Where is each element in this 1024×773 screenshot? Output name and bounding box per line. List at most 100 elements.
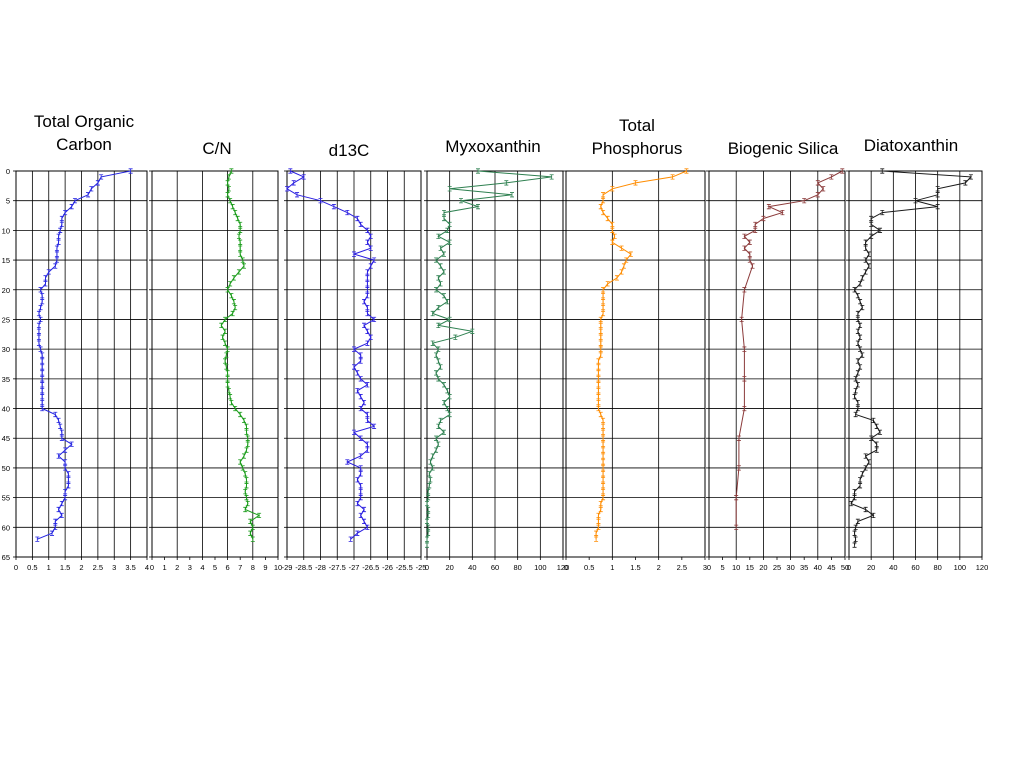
- data-point-marker: [436, 358, 441, 364]
- data-point-marker: [301, 174, 306, 180]
- x-tick-label: 3.5: [125, 563, 135, 572]
- data-point-marker: [40, 370, 45, 376]
- data-point-marker: [619, 245, 624, 251]
- data-point-marker: [362, 400, 367, 406]
- data-point-marker: [849, 500, 854, 507]
- data-point-marker: [445, 405, 450, 412]
- data-point-marker: [238, 459, 243, 465]
- data-point-marker: [226, 186, 231, 192]
- x-tick-label: -27.5: [329, 563, 346, 572]
- panel-title: Total Phosphorus: [592, 114, 683, 160]
- data-point-marker: [365, 310, 370, 317]
- data-point-marker: [66, 483, 71, 489]
- x-tick-label: 0.5: [27, 563, 37, 572]
- data-point-marker: [442, 251, 446, 257]
- x-tick-label: 1.5: [60, 563, 70, 572]
- data-point-marker: [36, 340, 41, 346]
- data-point-marker: [225, 382, 230, 388]
- x-tick-label: 6: [226, 563, 230, 572]
- data-point-marker: [610, 221, 615, 228]
- data-point-marker: [223, 340, 228, 346]
- data-point-marker: [225, 192, 230, 198]
- data-point-marker: [372, 257, 377, 263]
- panel-title: Total Organic Carbon: [34, 110, 134, 156]
- data-point-marker: [598, 500, 603, 507]
- x-tick-label: 35: [800, 563, 808, 572]
- data-point-marker: [365, 524, 370, 530]
- data-point-marker: [855, 400, 860, 406]
- x-tick-label: 0.5: [584, 563, 594, 572]
- data-point-marker: [257, 512, 262, 519]
- data-point-marker: [747, 251, 752, 257]
- data-point-marker: [880, 168, 885, 174]
- data-point-marker: [858, 483, 863, 489]
- data-point-marker: [43, 275, 48, 281]
- depth-tick-label: 45: [2, 434, 10, 443]
- x-tick-label: 40: [814, 563, 822, 572]
- data-point-marker: [63, 489, 68, 495]
- data-point-marker: [802, 198, 807, 204]
- data-point-marker: [288, 168, 293, 174]
- data-point-marker: [596, 358, 601, 364]
- data-point-marker: [72, 198, 77, 204]
- data-point-marker: [365, 293, 370, 299]
- data-point-marker: [852, 489, 857, 495]
- series-line: [426, 170, 552, 546]
- data-point-marker: [434, 287, 439, 293]
- data-point-marker: [355, 500, 360, 507]
- panel-title-line: Diatoxanthin: [863, 136, 959, 155]
- data-point-marker: [855, 518, 860, 524]
- x-tick-label: 100: [954, 563, 967, 572]
- data-point-marker: [596, 405, 601, 412]
- data-point-marker: [858, 477, 863, 483]
- panel-title: Biogenic Silica: [728, 137, 839, 160]
- data-point-marker: [855, 310, 860, 317]
- x-tick-label: 4: [200, 563, 204, 572]
- data-point-marker: [968, 174, 973, 180]
- x-tick-label: -28: [315, 563, 326, 572]
- data-point-marker: [428, 459, 433, 465]
- data-point-marker: [863, 245, 868, 251]
- data-point-marker: [59, 435, 64, 441]
- data-point-marker: [358, 358, 363, 364]
- data-point-marker: [863, 239, 868, 245]
- data-point-marker: [621, 263, 626, 269]
- data-point-marker: [874, 447, 879, 453]
- x-tick-label: 1: [163, 563, 167, 572]
- data-point-marker: [244, 447, 249, 453]
- data-point-marker: [436, 441, 441, 447]
- data-point-marker: [840, 168, 845, 174]
- data-point-marker: [430, 453, 435, 459]
- data-point-marker: [225, 376, 230, 382]
- data-point-marker: [445, 388, 450, 394]
- data-point-marker: [365, 304, 370, 311]
- data-point-marker: [742, 245, 747, 251]
- data-point-marker: [243, 471, 248, 477]
- x-tick-label: -26: [382, 563, 393, 572]
- data-point-marker: [59, 512, 64, 519]
- data-point-marker: [40, 358, 45, 364]
- panel-2: -29 -28.5 -28 -27.5 -27 -26.5 -26 -25.5 -25: [282, 168, 426, 572]
- data-point-marker: [425, 500, 429, 507]
- data-point-marker: [358, 376, 363, 382]
- data-point-marker: [434, 447, 439, 453]
- data-point-marker: [38, 316, 43, 323]
- data-point-marker: [241, 263, 246, 269]
- data-point-marker: [815, 180, 820, 186]
- data-point-marker: [436, 275, 441, 281]
- data-point-marker: [436, 376, 441, 382]
- data-point-marker: [610, 239, 615, 245]
- depth-tick-label: 40: [2, 405, 10, 414]
- data-point-marker: [747, 239, 752, 245]
- data-point-marker: [874, 423, 879, 429]
- data-point-marker: [871, 512, 876, 519]
- data-point-marker: [852, 394, 857, 400]
- data-point-marker: [684, 168, 689, 174]
- data-point-marker: [245, 441, 250, 447]
- data-point-marker: [436, 322, 441, 328]
- data-point-marker: [598, 346, 603, 352]
- x-tick-label: 0: [14, 563, 18, 572]
- data-point-marker: [225, 346, 230, 352]
- data-point-marker: [780, 209, 785, 216]
